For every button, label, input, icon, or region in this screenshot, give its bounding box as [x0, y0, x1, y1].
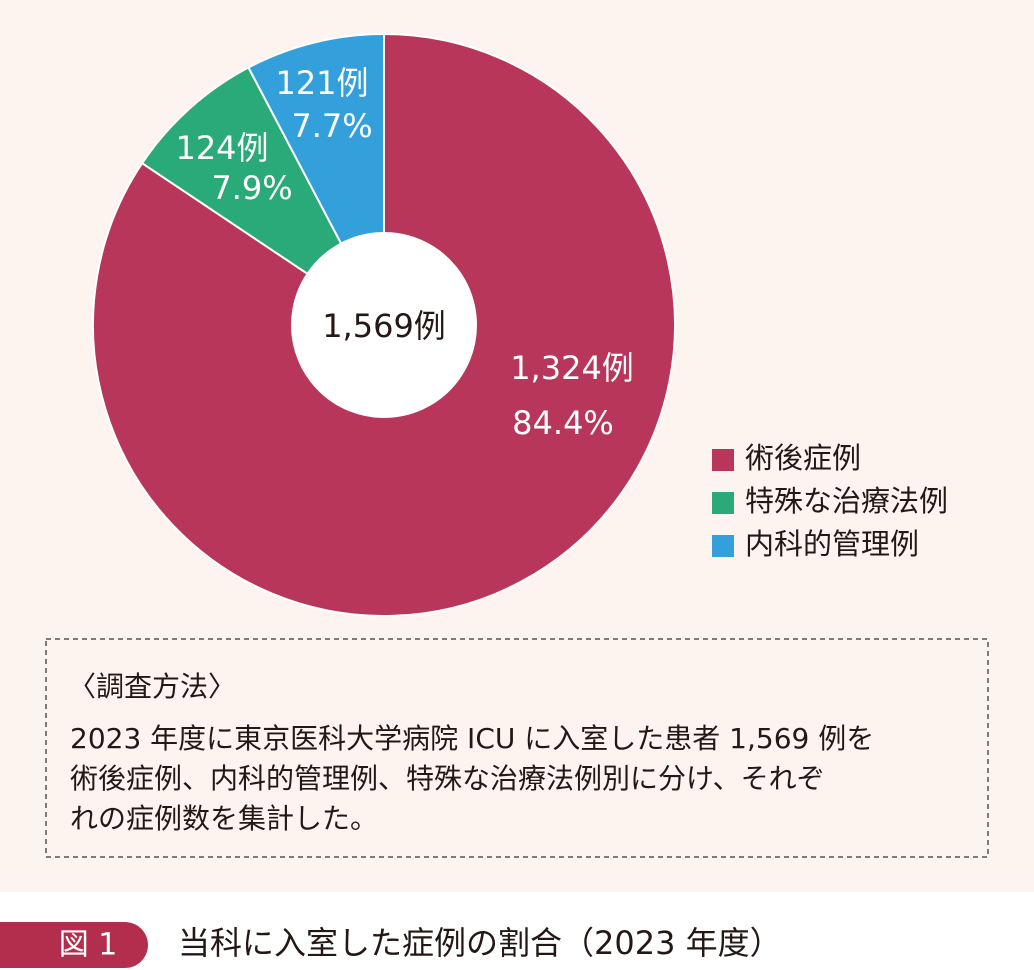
legend-swatch [712, 535, 734, 557]
share-label: 7.9% [211, 169, 292, 207]
caption-title: 当科に入室した症例の割合（2023 年度） [178, 924, 782, 962]
donut-hole [292, 233, 476, 417]
note-line: 術後症例、内科的管理例、特殊な治療法例別に分け、それぞ [70, 762, 825, 795]
figure-label-badge [0, 922, 148, 968]
value-label: 121例 [275, 64, 368, 102]
legend-swatch [712, 492, 734, 514]
legend-label: 内科的管理例 [745, 527, 919, 561]
center-label: 1,569例 [322, 307, 446, 345]
legend-swatch [712, 449, 734, 471]
note-line: 2023 年度に東京医科大学病院 ICU に入室した患者 1,569 例を [70, 722, 874, 755]
legend-label: 術後症例 [745, 441, 861, 475]
figure-label: 図 1 [59, 928, 118, 963]
legend-label: 特殊な治療法例 [745, 484, 948, 518]
note-heading: 〈調査方法〉 [68, 670, 236, 703]
value-label: 124例 [175, 129, 268, 167]
share-label: 84.4% [512, 404, 614, 442]
note-line: れの症例数を集計した。 [70, 802, 378, 835]
note-box [45, 638, 989, 858]
share-label: 7.7% [291, 107, 372, 145]
value-label: 1,324例 [510, 349, 634, 387]
